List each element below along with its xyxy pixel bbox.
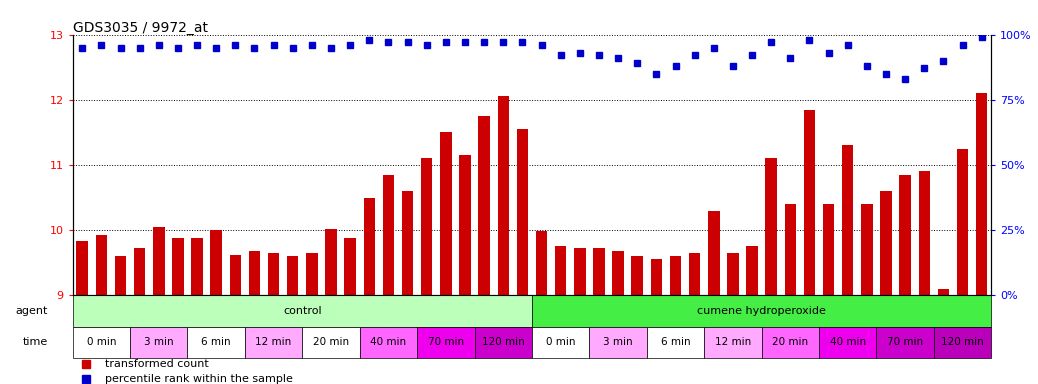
Bar <box>517 129 528 295</box>
Bar <box>728 253 739 295</box>
Bar <box>900 175 911 295</box>
Bar <box>934 327 991 358</box>
Text: 12 min: 12 min <box>255 337 292 347</box>
Bar <box>479 116 490 295</box>
Bar <box>73 295 532 327</box>
Text: 40 min: 40 min <box>371 337 407 347</box>
Bar <box>134 248 145 295</box>
Bar <box>229 255 241 295</box>
Text: GDS3035 / 9972_at: GDS3035 / 9972_at <box>73 21 208 35</box>
Bar <box>383 175 394 295</box>
Text: transformed count: transformed count <box>105 359 209 369</box>
Bar <box>497 96 509 295</box>
Bar <box>363 197 375 295</box>
Bar <box>188 327 245 358</box>
Text: 0 min: 0 min <box>86 337 116 347</box>
Text: 6 min: 6 min <box>201 337 231 347</box>
Bar <box>594 248 605 295</box>
Text: 120 min: 120 min <box>482 337 524 347</box>
Bar <box>919 172 930 295</box>
Bar <box>762 327 819 358</box>
Bar <box>819 327 876 358</box>
Text: 70 min: 70 min <box>428 337 464 347</box>
Text: 40 min: 40 min <box>829 337 866 347</box>
Bar <box>612 251 624 295</box>
Bar <box>704 327 762 358</box>
Bar <box>708 210 719 295</box>
Bar <box>842 146 853 295</box>
Bar <box>245 327 302 358</box>
Text: 3 min: 3 min <box>603 337 633 347</box>
Bar <box>862 204 873 295</box>
Bar <box>532 295 991 327</box>
Bar <box>421 159 433 295</box>
Text: percentile rank within the sample: percentile rank within the sample <box>105 374 293 384</box>
Text: 6 min: 6 min <box>661 337 690 347</box>
Bar <box>360 327 417 358</box>
Bar <box>440 132 452 295</box>
Bar <box>95 235 107 295</box>
Bar <box>268 253 279 295</box>
Text: 70 min: 70 min <box>887 337 923 347</box>
Bar <box>302 327 360 358</box>
Text: control: control <box>283 306 322 316</box>
Bar <box>286 256 299 295</box>
Bar <box>402 191 413 295</box>
Bar <box>746 247 758 295</box>
Text: cumene hydroperoxide: cumene hydroperoxide <box>698 306 826 316</box>
Bar <box>876 327 934 358</box>
Bar <box>191 238 202 295</box>
Bar <box>532 327 590 358</box>
Bar <box>803 109 815 295</box>
Bar <box>976 93 987 295</box>
Bar <box>459 155 471 295</box>
Bar <box>670 256 681 295</box>
Bar <box>417 327 474 358</box>
Bar <box>937 289 949 295</box>
Bar <box>153 227 165 295</box>
Bar <box>211 230 222 295</box>
Bar <box>115 256 127 295</box>
Bar <box>249 251 261 295</box>
Bar <box>647 327 704 358</box>
Text: 20 min: 20 min <box>772 337 809 347</box>
Bar <box>785 204 796 295</box>
Bar <box>73 327 130 358</box>
Text: time: time <box>23 337 48 347</box>
Bar <box>536 232 547 295</box>
Bar <box>555 247 567 295</box>
Bar <box>130 327 188 358</box>
Text: 120 min: 120 min <box>941 337 984 347</box>
Bar <box>77 241 88 295</box>
Bar <box>631 256 643 295</box>
Bar <box>689 253 701 295</box>
Bar <box>574 248 585 295</box>
Bar <box>590 327 647 358</box>
Bar <box>957 149 968 295</box>
Text: 0 min: 0 min <box>546 337 575 347</box>
Bar <box>325 229 336 295</box>
Bar <box>765 159 777 295</box>
Text: 3 min: 3 min <box>144 337 173 347</box>
Bar <box>880 191 892 295</box>
Bar <box>345 238 356 295</box>
Bar <box>651 260 662 295</box>
Bar <box>823 204 835 295</box>
Bar <box>306 253 318 295</box>
Text: 12 min: 12 min <box>715 337 752 347</box>
Bar <box>474 327 532 358</box>
Bar <box>172 238 184 295</box>
Text: 20 min: 20 min <box>313 337 349 347</box>
Text: agent: agent <box>16 306 48 316</box>
